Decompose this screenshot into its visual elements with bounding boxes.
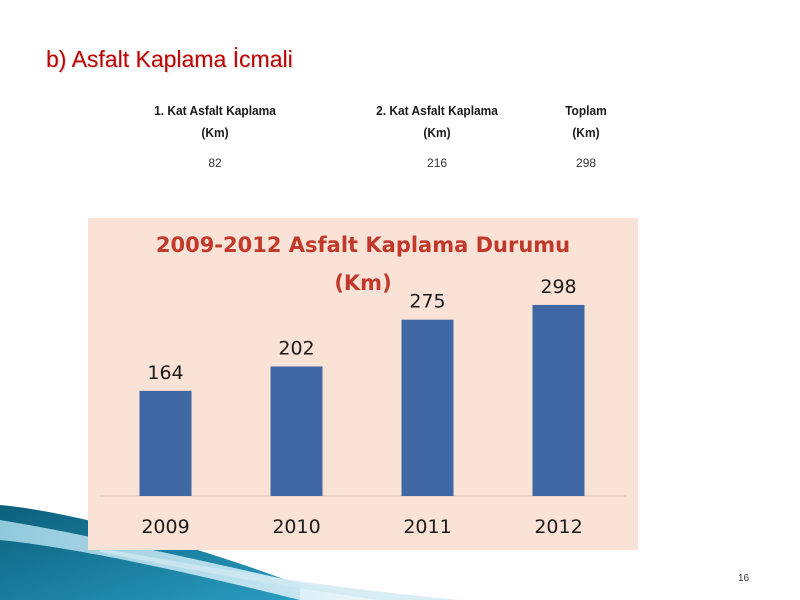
header-total-title: Toplam	[565, 103, 607, 118]
header-total: Toplam (Km)	[551, 100, 621, 144]
value-second-coat: 216	[427, 156, 448, 170]
bar-2011	[401, 319, 454, 496]
header-total-unit: (Km)	[572, 125, 600, 140]
header-first-coat-unit: (Km)	[201, 125, 229, 140]
table-row: 82 216 298	[104, 144, 624, 171]
data-label-2012: 298	[540, 276, 576, 298]
header-first-coat-title: 1. Kat Asfalt Kaplama	[154, 103, 276, 118]
slide-heading: b) Asfalt Kaplama İcmali	[46, 46, 293, 72]
value-first-coat: 82	[208, 156, 222, 170]
bar-2010	[270, 366, 323, 496]
header-first-coat: 1. Kat Asfalt Kaplama (Km)	[113, 100, 317, 144]
data-label-2010: 202	[278, 337, 314, 359]
x-tick-label-2010: 2010	[272, 516, 320, 538]
slide-number: 16	[738, 573, 750, 584]
chart-subtitle: (Km)	[334, 271, 391, 295]
header-second-coat-unit: (Km)	[423, 125, 451, 140]
value-total: 298	[576, 156, 597, 170]
summary-table: 1. Kat Asfalt Kaplama (Km) 2. Kat Asfalt…	[104, 100, 624, 171]
bar-chart: 2009-2012 Asfalt Kaplama Durumu (Km) 164…	[100, 233, 626, 538]
data-label-2009: 164	[147, 362, 183, 384]
x-tick-label-2009: 2009	[141, 516, 189, 538]
bar-2012	[532, 304, 585, 496]
header-second-coat-title: 2. Kat Asfalt Kaplama	[376, 103, 498, 118]
chart-panel: 2009-2012 Asfalt Kaplama Durumu (Km) 164…	[88, 218, 638, 550]
data-label-2011: 275	[409, 291, 445, 313]
bar-2009	[139, 390, 192, 496]
bars-group: 164 2009 202 2010 275 2011 298 2012	[139, 276, 585, 538]
x-tick-label-2011: 2011	[403, 516, 451, 538]
chart-title: 2009-2012 Asfalt Kaplama Durumu	[156, 233, 570, 257]
summary-header-row: 1. Kat Asfalt Kaplama (Km) 2. Kat Asfalt…	[104, 100, 624, 144]
header-second-coat: 2. Kat Asfalt Kaplama (Km)	[335, 100, 539, 144]
x-tick-label-2012: 2012	[534, 516, 582, 538]
